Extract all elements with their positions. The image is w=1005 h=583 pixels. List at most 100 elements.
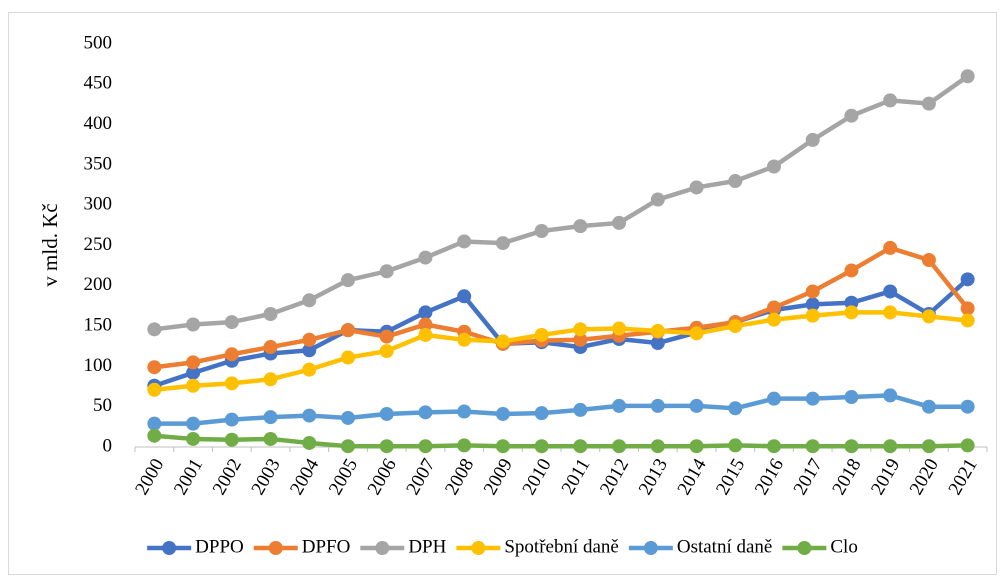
- data-point: [960, 272, 975, 287]
- chart-border: [8, 12, 997, 575]
- data-point: [767, 439, 781, 454]
- data-point: [302, 435, 317, 450]
- legend-marker: [375, 541, 390, 555]
- data-point: [921, 309, 936, 324]
- series-line: [154, 393, 968, 426]
- data-point: [147, 360, 162, 375]
- legend-marker: [268, 541, 283, 555]
- data-point: [379, 329, 394, 344]
- y-tick-label: 450: [84, 73, 113, 94]
- data-point: [379, 264, 394, 279]
- legend-label: DPPO: [195, 536, 244, 557]
- data-point: [921, 253, 936, 268]
- data-point: [379, 344, 394, 359]
- data-point: [186, 355, 201, 370]
- data-point: [341, 410, 355, 425]
- data-point: [573, 332, 588, 347]
- data-point: [534, 439, 549, 454]
- legend-marker: [797, 541, 812, 555]
- data-point: [457, 404, 472, 419]
- data-point: [457, 332, 472, 347]
- data-point: [805, 391, 820, 406]
- data-point: [534, 223, 549, 238]
- data-point: [844, 390, 859, 405]
- y-tick-label: 300: [84, 194, 113, 215]
- data-point: [495, 406, 510, 421]
- data-point: [147, 428, 162, 443]
- data-point: [883, 388, 898, 403]
- data-point: [767, 391, 781, 406]
- data-point: [573, 402, 588, 417]
- data-point: [224, 412, 239, 427]
- data-point: [147, 382, 162, 397]
- legend-marker: [471, 541, 486, 555]
- data-point: [844, 439, 859, 454]
- data-point: [573, 439, 588, 454]
- data-point: [844, 295, 859, 310]
- data-point: [689, 326, 704, 341]
- data-point: [495, 334, 510, 349]
- data-point: [302, 362, 317, 377]
- y-axis-label: v mld. Kč: [38, 203, 62, 286]
- data-point: [921, 96, 936, 111]
- data-point: [263, 410, 278, 425]
- y-tick-label: 250: [84, 234, 113, 255]
- data-point: [650, 439, 665, 454]
- legend: DPPO DPFO DPH Spotřební daně Ostatní daně Clo: [147, 536, 858, 557]
- data-point: [883, 305, 898, 320]
- data-point: [341, 323, 355, 338]
- legend-label: Ostatní daně: [677, 536, 773, 557]
- data-point: [612, 321, 627, 336]
- data-point: [805, 308, 820, 323]
- data-point: [186, 431, 201, 446]
- data-point: [689, 398, 704, 413]
- data-point: [960, 399, 975, 414]
- data-point: [457, 234, 472, 249]
- data-point: [147, 416, 162, 431]
- legend-marker: [162, 541, 177, 555]
- data-point: [263, 307, 278, 322]
- data-point: [302, 343, 317, 358]
- data-point: [341, 350, 355, 365]
- data-point: [805, 439, 820, 454]
- series-line: [154, 245, 970, 370]
- series-line: [154, 74, 969, 332]
- data-point: [689, 180, 704, 195]
- data-point: [960, 69, 975, 84]
- data-point: [844, 108, 859, 123]
- data-point: [147, 322, 162, 337]
- data-point: [767, 300, 781, 315]
- data-point: [728, 174, 743, 189]
- data-point: [805, 284, 820, 299]
- data-point: [379, 406, 394, 421]
- series-line: [154, 310, 968, 393]
- data-point: [921, 399, 936, 414]
- data-point: [573, 322, 588, 337]
- data-point: [767, 159, 781, 174]
- data-point: [418, 305, 433, 320]
- data-point: [805, 132, 820, 147]
- legend-label: DPFO: [302, 536, 351, 557]
- data-point: [728, 319, 743, 334]
- data-point: [224, 432, 239, 447]
- data-point: [302, 293, 317, 308]
- data-point: [960, 313, 975, 328]
- data-point: [186, 416, 201, 431]
- data-point: [495, 236, 510, 251]
- data-point: [224, 347, 239, 362]
- y-tick-label: 0: [103, 435, 113, 456]
- y-tick-label: 50: [93, 395, 112, 416]
- data-point: [960, 301, 975, 316]
- data-point: [883, 240, 898, 255]
- data-point: [186, 365, 201, 380]
- data-point: [728, 438, 743, 453]
- data-point: [224, 315, 239, 330]
- y-tick-label: 500: [84, 32, 113, 53]
- y-tick-label: 200: [84, 274, 113, 295]
- legend-label: Spotřební daně: [504, 536, 619, 557]
- y-tick-label: 400: [84, 113, 113, 134]
- data-point: [418, 439, 433, 454]
- legend-label: Clo: [830, 536, 857, 557]
- data-point: [457, 289, 472, 304]
